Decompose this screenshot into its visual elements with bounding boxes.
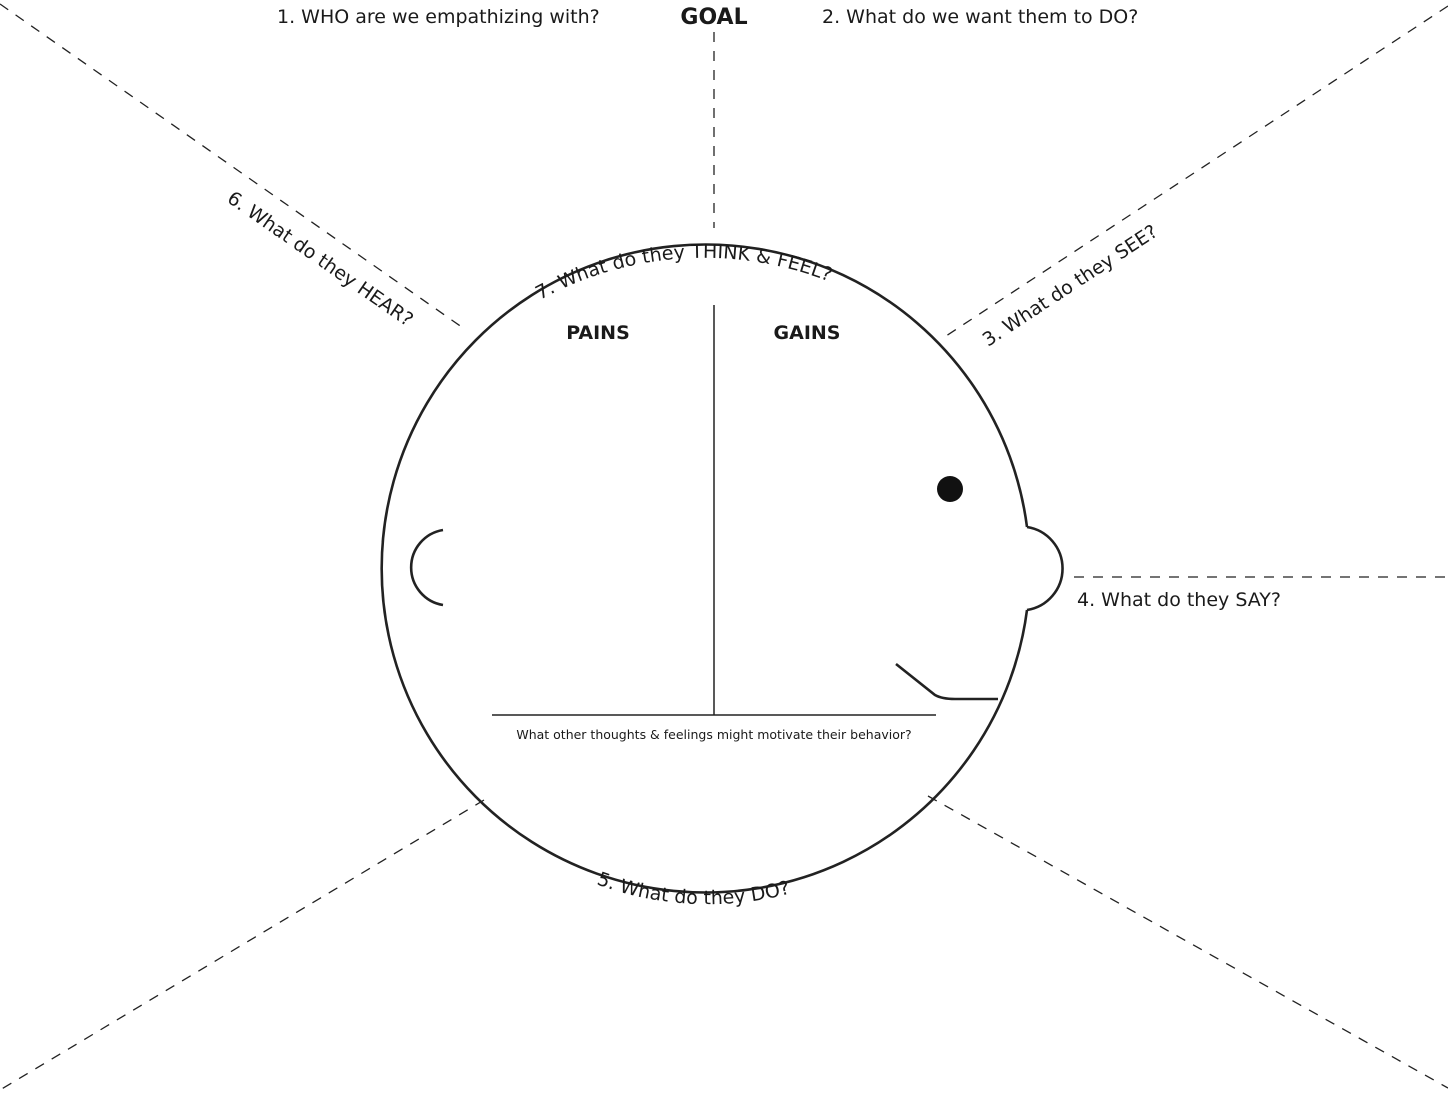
motivation-label: What other thoughts & feelings might mot… — [516, 727, 911, 742]
hear-label: 6. What do they HEAR? — [223, 187, 417, 331]
gains-label: GAINS — [774, 322, 841, 344]
do-label: 5. What do they DO? — [594, 868, 792, 909]
nose — [1026, 525, 1064, 612]
who-label: 1. WHO are we empathizing with? — [277, 6, 600, 28]
pains-label: PAINS — [566, 322, 630, 344]
goal-label: GOAL — [680, 5, 747, 30]
divider-top-right — [945, 5, 1448, 337]
see-label: 3. What do they SEE? — [979, 221, 1162, 352]
eye — [937, 476, 963, 502]
ear — [409, 528, 444, 607]
divider-top-left — [0, 3, 467, 331]
divider-bottom-right — [927, 795, 1448, 1089]
mouth — [895, 662, 998, 701]
think-feel-label: 7. What do they THINK & FEEL? — [532, 241, 835, 305]
say-label: 4. What do they SAY? — [1077, 589, 1281, 611]
head-outline — [380, 243, 1029, 894]
do-want-label: 2. What do we want them to DO? — [822, 6, 1138, 28]
divider-bottom-left — [0, 799, 485, 1091]
